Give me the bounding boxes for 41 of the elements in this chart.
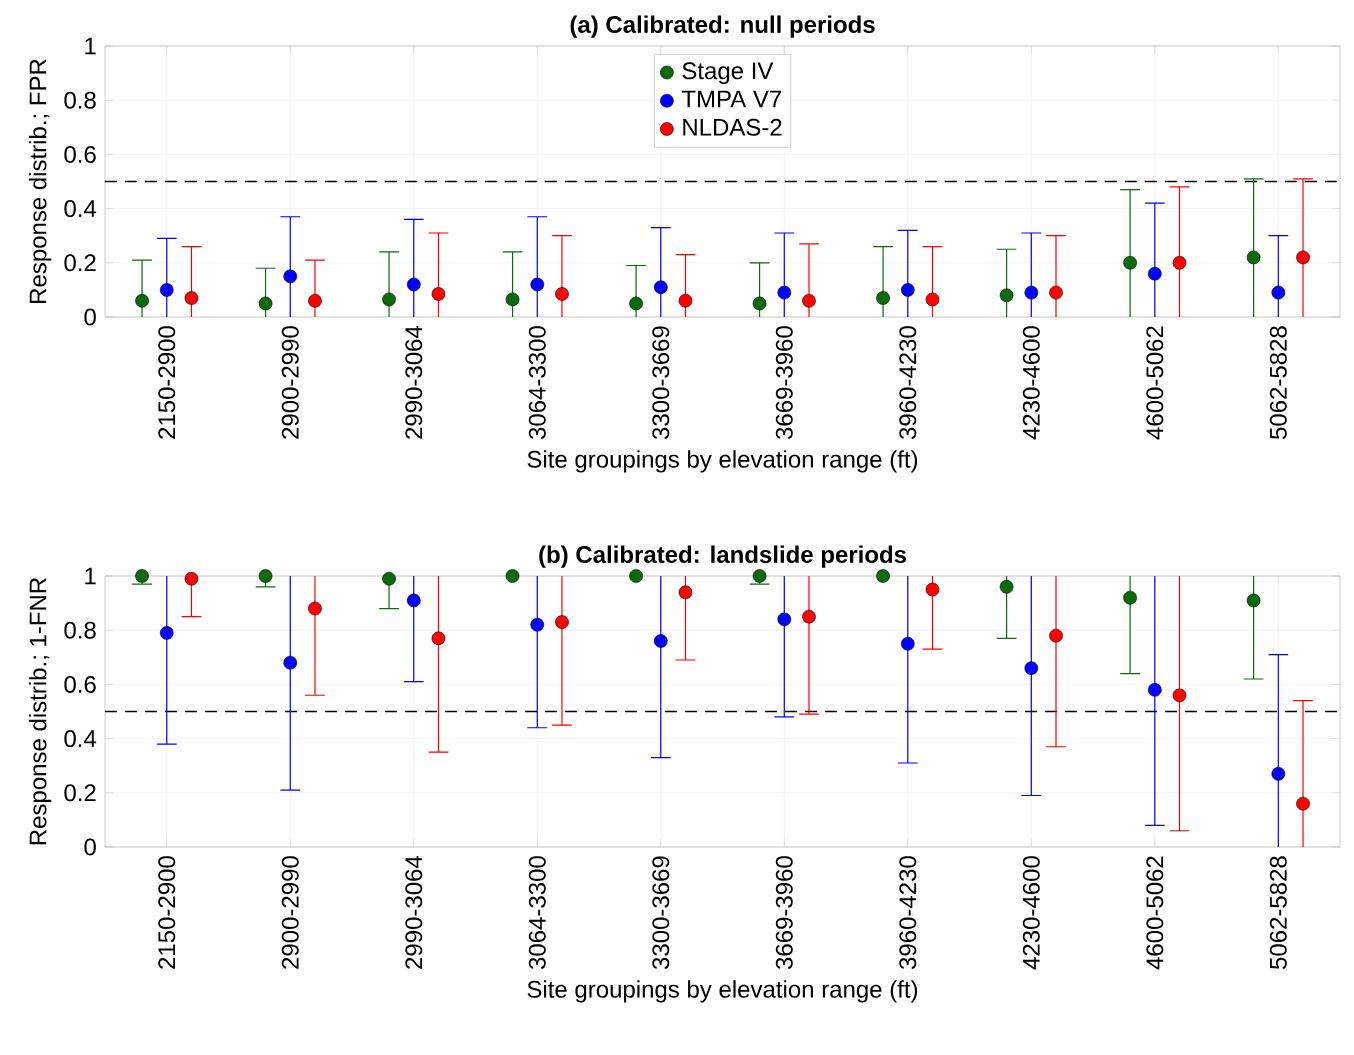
- x-tick-label: 2990-3064: [405, 855, 423, 969]
- x-tick-label: 3669-3960: [775, 856, 793, 970]
- x-tick-label: 4600-5062: [1146, 856, 1164, 970]
- x-tick-label: 4230-4600: [1022, 326, 1040, 440]
- y-tick-label: 0.2: [64, 254, 96, 272]
- legend-label: TMPA V7: [681, 90, 782, 108]
- chart-title: (a) Calibrated: null periods: [570, 15, 875, 38]
- y-tick-label: 1: [85, 567, 96, 585]
- y-tick-label: 0.8: [64, 91, 96, 109]
- x-tick-label: 3669-3960: [775, 326, 793, 440]
- legend-label: NLDAS-2: [683, 118, 782, 136]
- x-tick-label: 2900-2990: [281, 856, 299, 969]
- y-tick-label: 0.4: [64, 200, 97, 218]
- x-tick-label: 3064-3300: [528, 856, 546, 970]
- x-tick-label: 4230-4600: [1022, 856, 1040, 970]
- x-tick-label: 2990-3064: [405, 325, 423, 439]
- x-axis-title: Site groupings by elevation range (ft): [527, 980, 918, 1003]
- x-tick-label: 3960-4230: [899, 326, 917, 440]
- x-tick-label: 4600-5062: [1146, 326, 1164, 440]
- x-tick-label: 3300-3669: [652, 856, 670, 970]
- x-tick-label: 2150-2900: [158, 856, 176, 969]
- x-tick-label: 5062-5828: [1269, 326, 1287, 440]
- x-axis-title: Site groupings by elevation range (ft): [527, 450, 918, 473]
- y-tick-label: 0: [84, 308, 96, 326]
- y-tick-label: 0.6: [64, 145, 96, 163]
- x-tick-label: 3960-4230: [899, 856, 917, 970]
- y-axis-title: Response distrib.; FPR: [28, 59, 52, 303]
- y-tick-label: 0: [84, 838, 96, 856]
- y-tick-label: 1: [85, 37, 96, 55]
- x-tick-label: 3064-3300: [528, 326, 546, 440]
- x-tick-label: 2150-2900: [158, 326, 176, 439]
- chart-title: (b) Calibrated: landslide periods: [539, 545, 907, 568]
- x-tick-label: 2900-2990: [281, 326, 299, 439]
- y-axis-title: Response distrib.; 1-FNR: [28, 577, 52, 845]
- y-tick-label: 0.6: [64, 675, 96, 693]
- y-tick-label: 0.4: [64, 730, 97, 748]
- y-tick-label: 0.8: [64, 621, 96, 639]
- legend-label: Stage IV: [682, 62, 774, 85]
- x-tick-label: 3300-3669: [652, 326, 670, 440]
- x-tick-label: 5062-5828: [1269, 856, 1287, 970]
- y-tick-label: 0.2: [64, 784, 96, 802]
